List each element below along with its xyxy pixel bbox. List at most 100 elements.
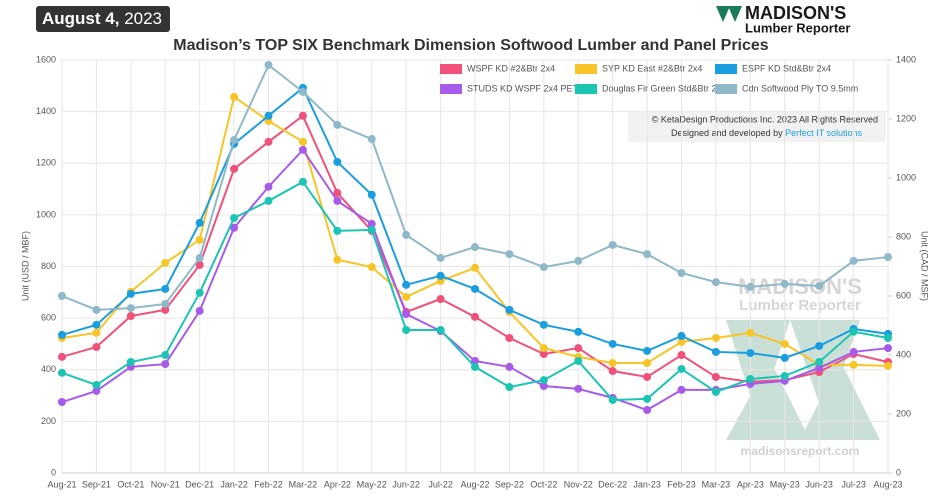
point — [195, 253, 204, 262]
y-tick-label: 200 — [41, 416, 56, 426]
x-tick-label: May-22 — [357, 479, 387, 489]
x-tick-label: Jun-23 — [805, 479, 833, 489]
point — [161, 284, 170, 293]
point — [333, 157, 342, 166]
point — [161, 258, 170, 267]
point — [849, 347, 858, 356]
point — [711, 372, 720, 381]
point — [298, 137, 307, 146]
x-tick-label: Dec-21 — [185, 479, 214, 489]
point — [298, 177, 307, 186]
point — [643, 406, 652, 415]
point — [574, 256, 583, 265]
point — [402, 309, 411, 318]
point — [161, 360, 170, 369]
point — [402, 325, 411, 334]
date-bold: August 4, — [42, 9, 119, 28]
point — [711, 347, 720, 356]
point — [505, 362, 514, 371]
x-tick-label: Mar-22 — [289, 479, 318, 489]
point — [746, 375, 755, 384]
point — [298, 87, 307, 96]
x-tick-label: Nov-21 — [151, 479, 180, 489]
x-tick-label: Nov-22 — [564, 479, 593, 489]
y2-tick-label: 400 — [896, 349, 911, 359]
point — [539, 382, 548, 391]
point — [126, 304, 135, 313]
x-tick-label: Aug-21 — [47, 479, 76, 489]
point — [608, 395, 617, 404]
point — [126, 289, 135, 298]
x-tick-label: Mar-23 — [702, 479, 731, 489]
point — [884, 334, 892, 343]
point — [58, 330, 66, 339]
point — [746, 282, 755, 291]
y-tick-label: 1600 — [36, 54, 56, 64]
point — [539, 320, 548, 329]
point — [367, 225, 376, 234]
point — [471, 312, 479, 321]
point — [92, 305, 101, 314]
x-tick-label: Apr-22 — [324, 479, 351, 489]
point — [298, 111, 307, 120]
y-tick-label: 0 — [51, 467, 56, 477]
x-tick-label: Jun-22 — [392, 479, 420, 489]
credits-line1: © KetaDesign Productions Inc. 2023 All R… — [652, 114, 878, 124]
point — [298, 145, 307, 154]
y-tick-label: 800 — [41, 261, 56, 271]
point — [367, 135, 376, 144]
y2-tick-label: 1200 — [896, 113, 916, 123]
x-tick-label: Jan-23 — [633, 479, 661, 489]
x-tick-label: Sep-22 — [495, 479, 524, 489]
point — [815, 358, 824, 367]
point — [402, 280, 411, 289]
y2-tick-label: 1400 — [896, 54, 916, 64]
point — [746, 328, 755, 337]
point — [264, 111, 273, 120]
x-tick-label: Oct-22 — [530, 479, 557, 489]
point — [677, 364, 686, 373]
point — [333, 255, 342, 264]
point — [539, 350, 548, 359]
point — [677, 268, 686, 277]
point — [574, 344, 583, 353]
point — [677, 337, 686, 346]
y-tick-label: 1400 — [36, 106, 56, 116]
x-tick-label: May-23 — [770, 479, 800, 489]
point — [264, 196, 273, 205]
credits-text: Designed and developed by — [671, 128, 783, 138]
point — [505, 334, 514, 343]
point — [126, 358, 135, 367]
legend-swatch — [715, 84, 737, 94]
point — [677, 385, 686, 394]
point — [58, 352, 66, 361]
logo-subtitle: Lumber Reporter — [745, 20, 850, 35]
logo-title: MADISON'S — [745, 3, 846, 23]
y2-tick-label: 1000 — [896, 172, 916, 182]
point — [367, 190, 376, 199]
point — [92, 380, 101, 389]
point — [711, 278, 720, 287]
point — [230, 164, 239, 173]
point — [230, 92, 239, 101]
point — [643, 372, 652, 381]
point — [333, 226, 342, 235]
point — [230, 223, 239, 232]
x-tick-label: Apr-23 — [737, 479, 764, 489]
legend-label: ESPF KD Std&Btr 2x4 — [742, 63, 831, 73]
watermark-subtitle: Lumber Reporter — [739, 297, 861, 314]
point — [711, 334, 720, 343]
x-tick-label: Aug-22 — [460, 479, 489, 489]
point — [92, 386, 101, 395]
legend-swatch — [575, 84, 597, 94]
point — [58, 398, 66, 407]
point — [471, 356, 479, 365]
point — [815, 342, 824, 351]
point — [333, 120, 342, 129]
credits-link[interactable]: Perfect IT solutions — [785, 128, 862, 138]
point — [780, 279, 789, 288]
point — [436, 253, 445, 262]
legend-swatch — [440, 64, 462, 74]
point — [677, 331, 686, 340]
x-tick-label: Jan-22 — [220, 479, 248, 489]
